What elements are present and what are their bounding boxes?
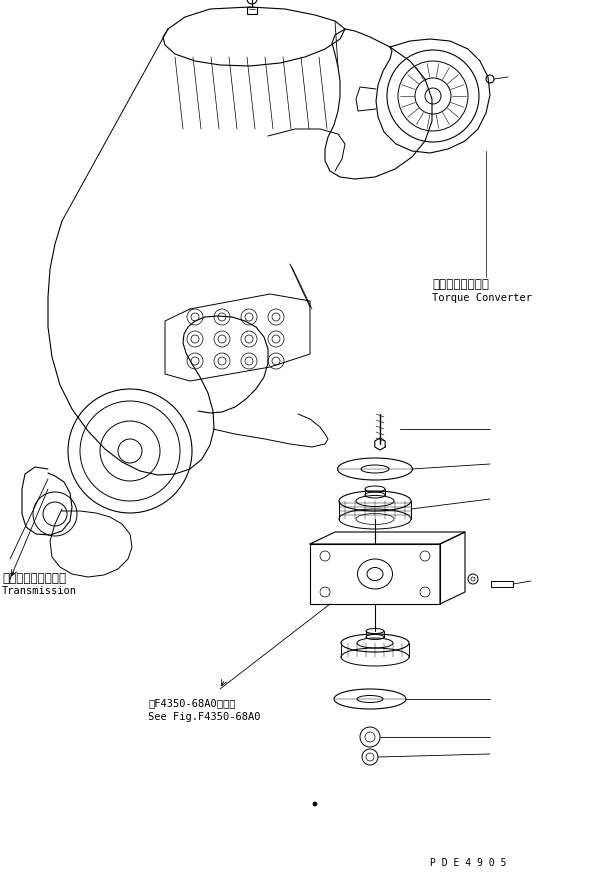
Text: ㇴF4350-68A0図参照: ㇴF4350-68A0図参照 [148,697,236,707]
Circle shape [313,802,317,806]
Text: Transmission: Transmission [2,586,77,595]
Text: Torque Converter: Torque Converter [432,292,532,303]
Bar [247,8,257,15]
Text: See Fig.F4350-68A0: See Fig.F4350-68A0 [148,711,261,721]
Text: トランスミッション: トランスミッション [2,572,66,585]
Text: P D E 4 9 0 5: P D E 4 9 0 5 [430,857,507,867]
Bar [491,581,513,587]
Text: トルクコンバータ: トルクコンバータ [432,277,489,291]
